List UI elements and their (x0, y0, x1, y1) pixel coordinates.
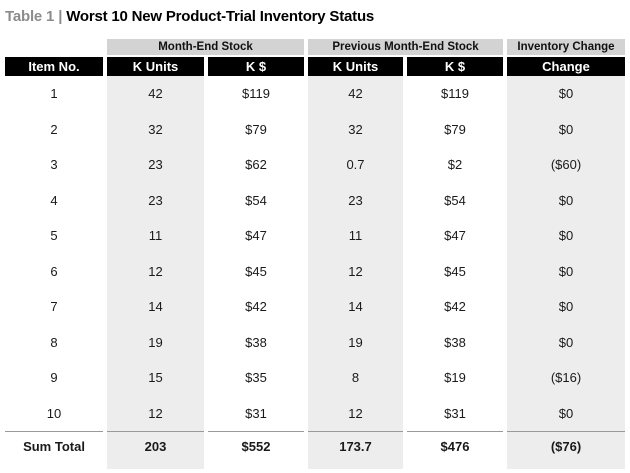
cell-me-k-units: 14 (107, 289, 204, 325)
cell-pme-k-dollars: $45 (444, 263, 466, 279)
column-header-me-k-units: K Units (107, 57, 204, 76)
cell-me-k-dollars: $45 (245, 263, 267, 279)
cell-change: $0 (507, 395, 625, 431)
cell-pme-k-units: 8 (308, 360, 403, 396)
cell-pme-k-dollars: $79 (444, 121, 466, 137)
cell-item-no: 3 (50, 157, 58, 173)
cell-me-k-units: 42 (107, 76, 204, 112)
table-number-label: Table 1 (5, 8, 55, 25)
total-change: ($76) (507, 431, 625, 469)
cell-me-k-units: 15 (107, 360, 204, 396)
cell-item-no: 6 (50, 263, 58, 279)
cell-item-no: 1 (50, 86, 58, 102)
cell-change: $0 (507, 289, 625, 325)
cell-item-no: 2 (50, 121, 58, 137)
cell-pme-k-units: 12 (308, 395, 403, 431)
cell-me-k-units: 23 (107, 147, 204, 183)
group-header-inventory-change: Inventory Change (507, 39, 625, 57)
table-title: Table 1 | Worst 10 New Product-Trial Inven… (5, 8, 625, 25)
cell-pme-k-units: 12 (308, 253, 403, 289)
cell-me-k-dollars: $54 (245, 192, 267, 208)
cell-pme-k-units: 32 (308, 111, 403, 147)
column-header-pme-k-units: K Units (308, 57, 403, 76)
total-me-k-dollars: $552 (208, 431, 304, 469)
cell-pme-k-dollars: $47 (444, 228, 466, 244)
total-pme-k-units: 173.7 (308, 431, 403, 469)
cell-pme-k-units: 0.7 (308, 147, 403, 183)
cell-item-no: 9 (50, 370, 58, 386)
cell-item-no: 4 (50, 192, 58, 208)
cell-pme-k-dollars: $2 (447, 157, 463, 173)
cell-pme-k-dollars: $42 (444, 299, 466, 315)
cell-pme-k-units: 11 (308, 218, 403, 254)
cell-me-k-dollars: $79 (245, 121, 267, 137)
inventory-table: Month-End Stock Previous Month-End Stock… (5, 39, 625, 469)
group-header-previous-month-end-stock: Previous Month-End Stock (308, 39, 503, 57)
cell-me-k-dollars: $47 (245, 228, 267, 244)
cell-item-no: 8 (50, 334, 58, 350)
cell-pme-k-units: 42 (308, 76, 403, 112)
cell-pme-k-dollars: $38 (444, 334, 466, 350)
cell-me-k-dollars: $38 (245, 334, 267, 350)
cell-change: $0 (507, 182, 625, 218)
cell-me-k-dollars: $119 (242, 86, 270, 102)
table-title-text: Worst 10 New Product-Trial Inventory Sta… (66, 8, 375, 25)
column-header-pme-k-dollars: K $ (407, 57, 503, 76)
cell-change: $0 (507, 111, 625, 147)
cell-change: $0 (507, 76, 625, 112)
cell-me-k-units: 19 (107, 324, 204, 360)
cell-pme-k-units: 23 (308, 182, 403, 218)
total-label: Sum Total (5, 431, 103, 469)
cell-item-no: 5 (50, 228, 58, 244)
cell-me-k-units: 12 (107, 253, 204, 289)
cell-pme-k-dollars: $19 (444, 370, 466, 386)
total-pme-k-dollars: $476 (407, 431, 503, 469)
cell-me-k-units: 23 (107, 182, 204, 218)
group-header-spacer (5, 39, 103, 57)
title-separator: | (58, 8, 63, 25)
column-header-me-k-dollars: K $ (208, 57, 304, 76)
cell-change: $0 (507, 324, 625, 360)
cell-me-k-dollars: $62 (245, 157, 267, 173)
cell-change: $0 (507, 253, 625, 289)
group-header-month-end-stock: Month-End Stock (107, 39, 304, 57)
cell-pme-k-dollars: $119 (441, 86, 469, 102)
column-header-item-no: Item No. (5, 57, 103, 76)
cell-me-k-dollars: $31 (245, 405, 267, 421)
cell-me-k-units: 32 (107, 111, 204, 147)
cell-item-no: 10 (46, 405, 62, 421)
cell-pme-k-dollars: $54 (444, 192, 466, 208)
cell-me-k-units: 12 (107, 395, 204, 431)
cell-change: ($16) (507, 360, 625, 396)
column-header-change: Change (507, 57, 625, 76)
cell-pme-k-units: 14 (308, 289, 403, 325)
cell-item-no: 7 (50, 299, 58, 315)
cell-pme-k-dollars: $31 (444, 405, 466, 421)
cell-change: ($60) (507, 147, 625, 183)
cell-me-k-units: 11 (107, 218, 204, 254)
total-me-k-units: 203 (107, 431, 204, 469)
cell-pme-k-units: 19 (308, 324, 403, 360)
cell-me-k-dollars: $42 (245, 299, 267, 315)
cell-change: $0 (507, 218, 625, 254)
cell-me-k-dollars: $35 (245, 370, 267, 386)
